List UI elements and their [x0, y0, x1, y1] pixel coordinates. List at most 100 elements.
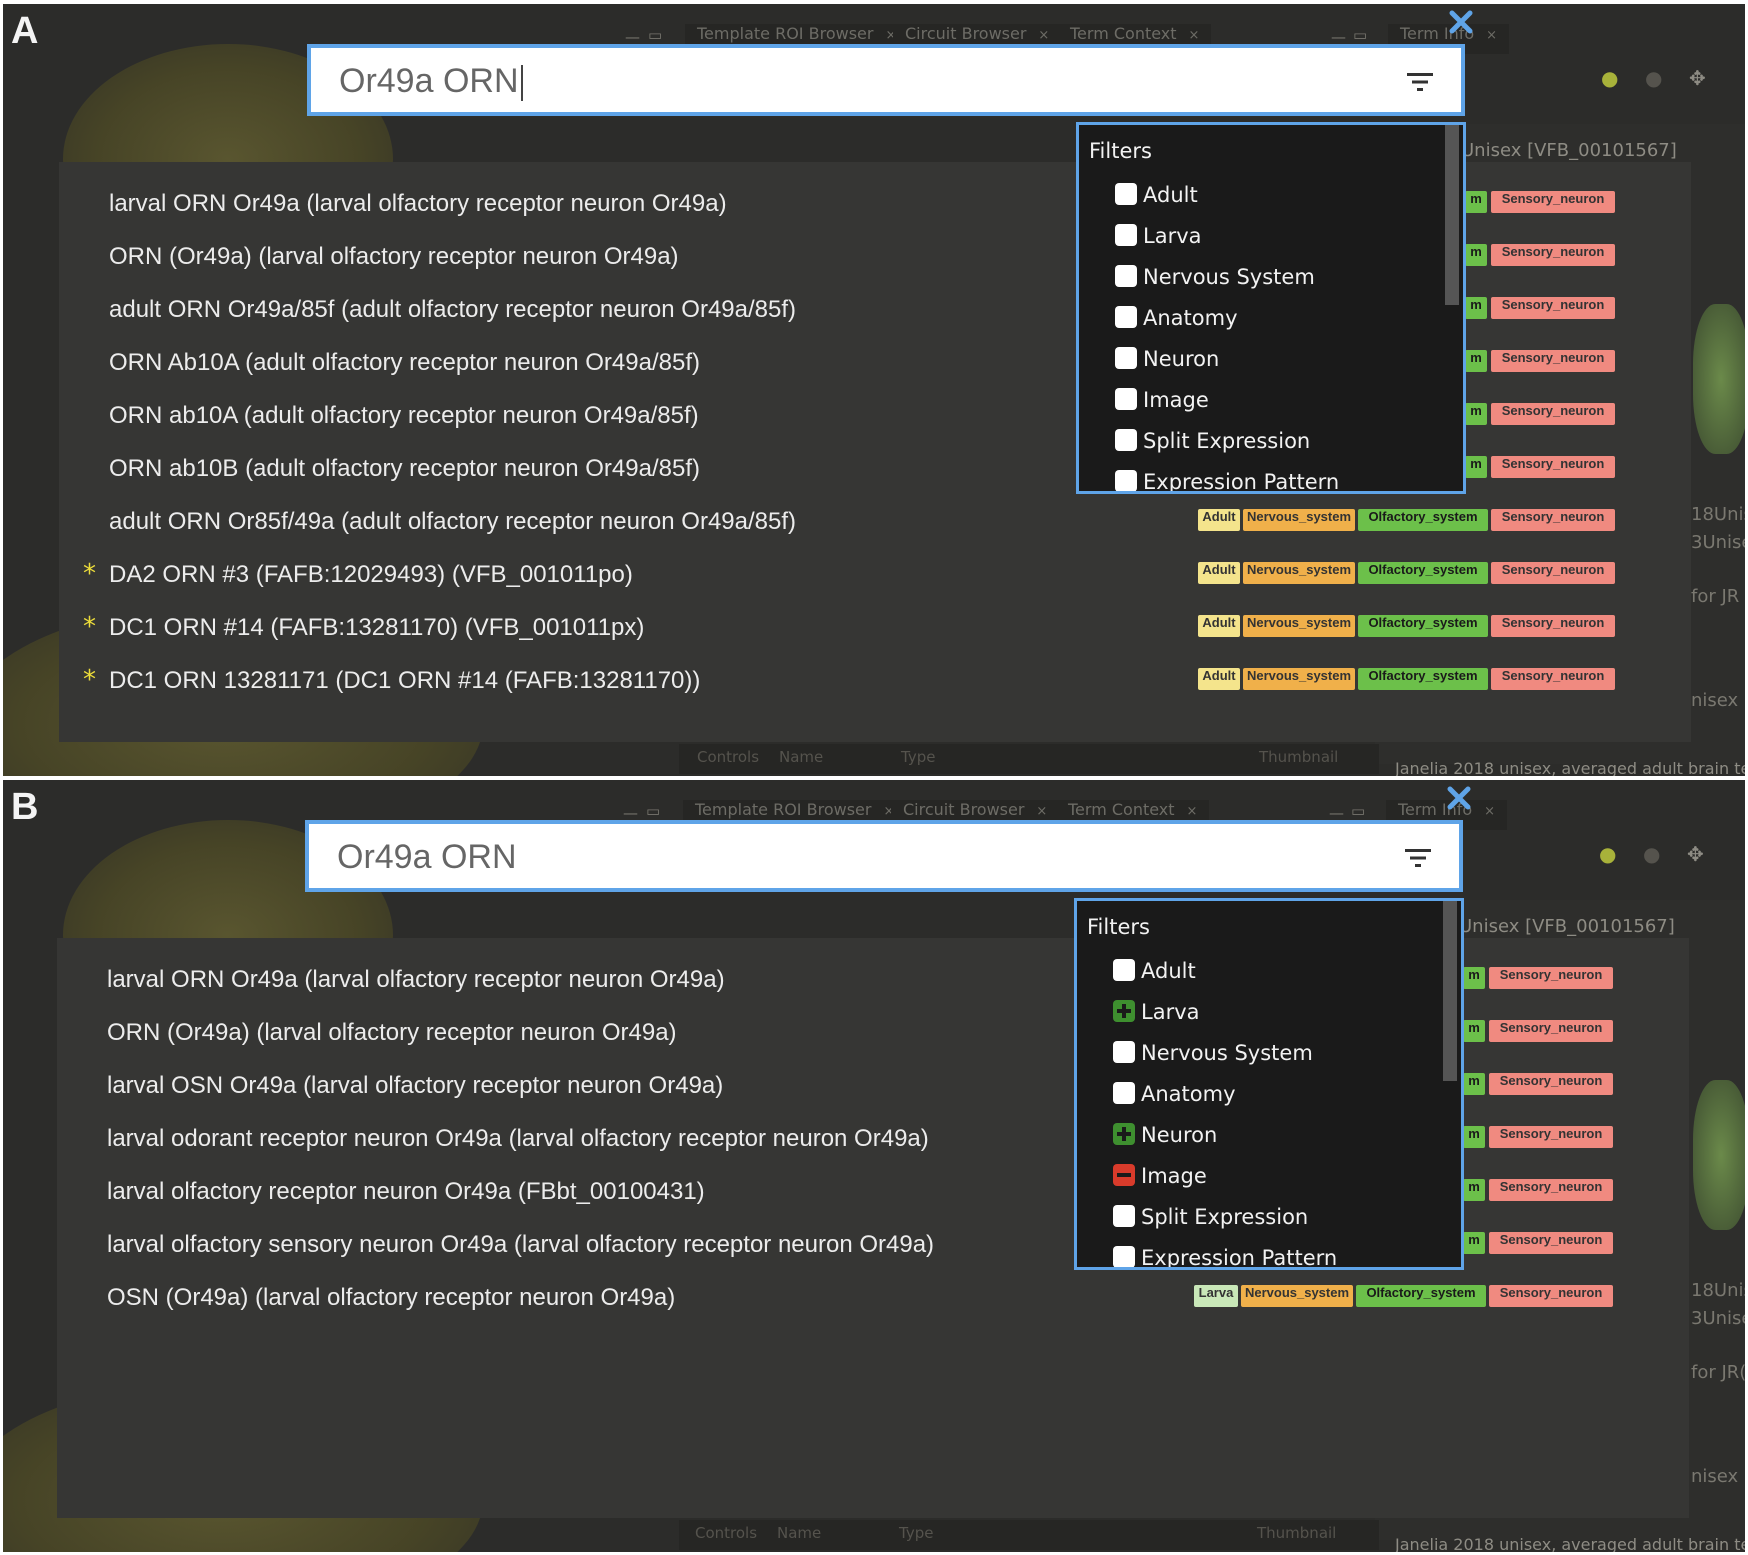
- filter-label: Nervous System: [1143, 265, 1315, 289]
- tag-badge: m: [1465, 244, 1487, 266]
- check-circle-icon[interactable]: ●: [1599, 842, 1617, 866]
- filter-label: Adult: [1141, 959, 1196, 983]
- close-search-icon[interactable]: [1447, 8, 1475, 36]
- minimize-icon[interactable]: —: [623, 804, 638, 822]
- drop-icon[interactable]: ●: [1645, 66, 1663, 90]
- tag-badge: Sensory_neuron: [1491, 191, 1615, 213]
- search-result-row[interactable]: larval odorant receptor neuron Or49a (la…: [57, 1119, 1689, 1159]
- tag-badge: Adult: [1198, 509, 1240, 531]
- include-plus-icon[interactable]: [1113, 1123, 1135, 1145]
- search-result-row[interactable]: ORN Ab10A (adult olfactory receptor neur…: [59, 343, 1691, 383]
- tag-badge: Sensory_neuron: [1491, 456, 1615, 478]
- search-result-row[interactable]: * DA2 ORN #3 (FAFB:12029493) (VFB_001011p…: [59, 555, 1691, 595]
- tab-close-icon[interactable]: ×: [883, 804, 895, 819]
- column-header: Type: [899, 1524, 934, 1542]
- check-circle-icon[interactable]: ●: [1601, 66, 1619, 90]
- search-result-row[interactable]: ORN (Or49a) (larval olfactory receptor n…: [57, 1013, 1689, 1053]
- move-icon[interactable]: ✥: [1689, 66, 1706, 90]
- column-header: Controls: [695, 1524, 758, 1542]
- search-result-row[interactable]: * DC1 ORN #14 (FAFB:13281170) (VFB_001011…: [59, 608, 1691, 648]
- tag-badge: Sensory_neuron: [1489, 1179, 1613, 1201]
- search-input[interactable]: Or49a ORN: [337, 838, 517, 877]
- tab-close-icon[interactable]: ×: [1486, 28, 1498, 43]
- search-result-row[interactable]: larval ORN Or49a (larval olfactory recep…: [59, 184, 1691, 224]
- filter-label: Expression Pattern: [1143, 470, 1340, 494]
- move-icon[interactable]: ✥: [1687, 842, 1704, 866]
- filter-label: Anatomy: [1141, 1082, 1236, 1106]
- scrollbar[interactable]: [1445, 125, 1459, 305]
- tab-close-icon[interactable]: ×: [1484, 804, 1496, 819]
- side-text: 3Unise: [1691, 1308, 1745, 1329]
- tag-badge: m: [1465, 350, 1487, 372]
- search-value: Or49a ORN: [337, 838, 517, 876]
- checkbox[interactable]: [1115, 265, 1137, 287]
- search-result-row[interactable]: ORN (Or49a) (larval olfactory receptor n…: [59, 237, 1691, 277]
- checkbox[interactable]: [1113, 1246, 1135, 1267]
- tag-badge: m: [1465, 191, 1487, 213]
- exclude-minus-icon[interactable]: [1113, 1164, 1135, 1186]
- maximize-icon[interactable]: ▭: [646, 802, 661, 820]
- search-result-label: ORN ab10A (adult olfactory receptor neur…: [109, 402, 699, 429]
- search-input[interactable]: Or49a ORN: [339, 62, 523, 102]
- checkbox[interactable]: [1115, 429, 1137, 451]
- include-plus-icon[interactable]: [1113, 1000, 1135, 1022]
- minimize-icon[interactable]: —: [1329, 804, 1344, 822]
- maximize-icon[interactable]: ▭: [1353, 26, 1368, 44]
- filter-label: Neuron: [1141, 1123, 1218, 1147]
- tag-badge: m: [1463, 1073, 1485, 1095]
- checkbox[interactable]: [1115, 347, 1137, 369]
- tag-badge: m: [1463, 1126, 1485, 1148]
- term-info-footer: Janelia 2018 unisex, averaged adult brai…: [1395, 759, 1745, 776]
- side-text: for JR(: [1691, 1362, 1745, 1383]
- search-bar[interactable]: Or49a ORN: [305, 820, 1463, 892]
- tab-close-icon[interactable]: ×: [885, 28, 897, 43]
- checkbox[interactable]: [1115, 224, 1137, 246]
- search-result-label: ORN ab10B (adult olfactory receptor neur…: [109, 455, 700, 482]
- search-result-row[interactable]: larval OSN Or49a (larval olfactory recep…: [57, 1066, 1689, 1106]
- tab-close-icon[interactable]: ×: [1188, 28, 1200, 43]
- search-result-label: larval olfactory receptor neuron Or49a (…: [107, 1178, 705, 1205]
- tab-close-icon[interactable]: ×: [1186, 804, 1198, 819]
- checkbox[interactable]: [1115, 388, 1137, 410]
- checkbox[interactable]: [1113, 1082, 1135, 1104]
- minimize-icon[interactable]: —: [625, 28, 640, 46]
- checkbox[interactable]: [1115, 306, 1137, 328]
- checkbox[interactable]: [1115, 183, 1137, 205]
- maximize-icon[interactable]: ▭: [648, 26, 663, 44]
- checkbox[interactable]: [1115, 470, 1137, 491]
- filter-list-icon[interactable]: [1405, 70, 1435, 94]
- tag-badge: Adult: [1198, 615, 1240, 637]
- search-result-row[interactable]: adult ORN Or49a/85f (adult olfactory rec…: [59, 290, 1691, 330]
- star-icon: *: [83, 612, 96, 642]
- tag-badge: Sensory_neuron: [1491, 615, 1615, 637]
- panel-letter: A: [11, 10, 39, 52]
- tab-close-icon[interactable]: ×: [1038, 28, 1050, 43]
- search-result-row[interactable]: larval olfactory receptor neuron Or49a (…: [57, 1172, 1689, 1212]
- search-result-label: larval olfactory sensory neuron Or49a (l…: [107, 1231, 935, 1258]
- filter-list-icon[interactable]: [1403, 846, 1433, 870]
- scrollbar[interactable]: [1443, 901, 1457, 1081]
- thumbnail-image: [1693, 304, 1745, 454]
- tag-badge: m: [1463, 1232, 1485, 1254]
- checkbox[interactable]: [1113, 959, 1135, 981]
- tag-badge: Nervous_system: [1243, 562, 1355, 584]
- close-search-icon[interactable]: [1445, 784, 1473, 812]
- filter-label: Image: [1143, 388, 1209, 412]
- checkbox[interactable]: [1113, 1041, 1135, 1063]
- search-result-row[interactable]: ORN ab10B (adult olfactory receptor neur…: [59, 449, 1691, 489]
- tab-close-icon[interactable]: ×: [1036, 804, 1048, 819]
- checkbox[interactable]: [1113, 1205, 1135, 1227]
- search-bar[interactable]: Or49a ORN: [307, 44, 1465, 116]
- search-result-row[interactable]: OSN (Or49a) (larval olfactory receptor n…: [57, 1278, 1689, 1318]
- drop-icon[interactable]: ●: [1643, 842, 1661, 866]
- tag-badge: m: [1463, 967, 1485, 989]
- search-result-row[interactable]: ORN ab10A (adult olfactory receptor neur…: [59, 396, 1691, 436]
- minimize-icon[interactable]: —: [1331, 28, 1346, 46]
- search-result-row[interactable]: * DC1 ORN 13281171 (DC1 ORN #14 (FAFB:132…: [59, 661, 1691, 701]
- maximize-icon[interactable]: ▭: [1351, 802, 1366, 820]
- search-result-row[interactable]: larval olfactory sensory neuron Or49a (l…: [57, 1225, 1689, 1265]
- column-header: Name: [779, 748, 824, 766]
- search-result-row[interactable]: adult ORN Or85f/49a (adult olfactory rec…: [59, 502, 1691, 542]
- search-result-row[interactable]: larval ORN Or49a (larval olfactory recep…: [57, 960, 1689, 1000]
- tag-badge: Olfactory_system: [1358, 615, 1488, 637]
